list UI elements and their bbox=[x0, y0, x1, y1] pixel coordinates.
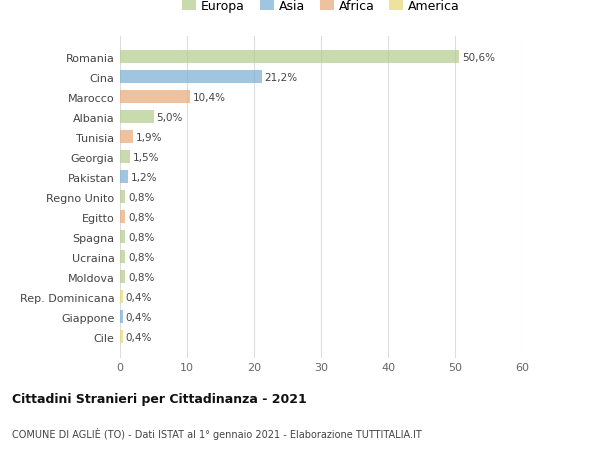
Text: 10,4%: 10,4% bbox=[193, 93, 226, 103]
Text: 5,0%: 5,0% bbox=[156, 112, 182, 123]
Text: 0,8%: 0,8% bbox=[128, 272, 154, 282]
Bar bbox=[120, 111, 154, 124]
Text: 50,6%: 50,6% bbox=[462, 53, 495, 63]
Bar bbox=[120, 311, 122, 324]
Bar bbox=[120, 51, 459, 64]
Bar bbox=[120, 211, 125, 224]
Text: 0,8%: 0,8% bbox=[128, 213, 154, 222]
Text: 1,2%: 1,2% bbox=[131, 173, 157, 182]
Bar bbox=[120, 171, 128, 184]
Legend: Europa, Asia, Africa, America: Europa, Asia, Africa, America bbox=[177, 0, 465, 17]
Text: 21,2%: 21,2% bbox=[265, 73, 298, 83]
Text: 0,8%: 0,8% bbox=[128, 252, 154, 262]
Text: 0,8%: 0,8% bbox=[128, 232, 154, 242]
Text: 1,9%: 1,9% bbox=[136, 133, 162, 143]
Text: 0,8%: 0,8% bbox=[128, 192, 154, 202]
Bar bbox=[120, 251, 125, 263]
Bar bbox=[120, 291, 122, 303]
Text: Cittadini Stranieri per Cittadinanza - 2021: Cittadini Stranieri per Cittadinanza - 2… bbox=[12, 392, 307, 405]
Bar bbox=[120, 71, 262, 84]
Text: 1,5%: 1,5% bbox=[133, 152, 159, 162]
Text: 0,4%: 0,4% bbox=[125, 292, 152, 302]
Text: 0,4%: 0,4% bbox=[125, 332, 152, 342]
Bar bbox=[120, 151, 130, 164]
Bar bbox=[120, 271, 125, 284]
Bar bbox=[120, 231, 125, 244]
Bar bbox=[120, 131, 133, 144]
Text: COMUNE DI AGLIÈ (TO) - Dati ISTAT al 1° gennaio 2021 - Elaborazione TUTTITALIA.I: COMUNE DI AGLIÈ (TO) - Dati ISTAT al 1° … bbox=[12, 427, 422, 439]
Bar bbox=[120, 91, 190, 104]
Text: 0,4%: 0,4% bbox=[125, 312, 152, 322]
Bar bbox=[120, 330, 122, 343]
Bar bbox=[120, 191, 125, 204]
